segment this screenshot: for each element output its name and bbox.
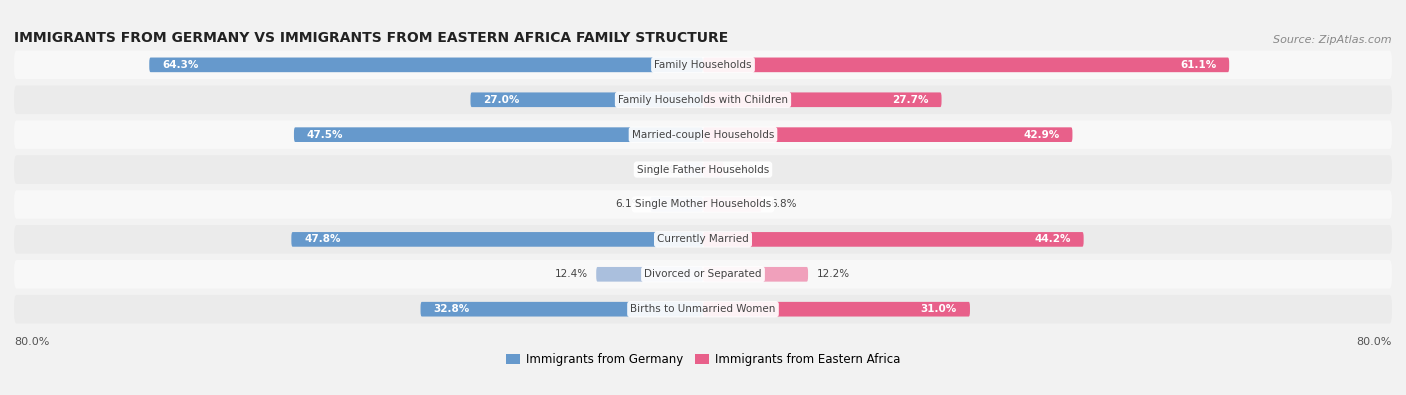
FancyBboxPatch shape [291, 232, 703, 247]
FancyBboxPatch shape [14, 85, 1392, 114]
Text: 44.2%: 44.2% [1035, 234, 1071, 245]
Text: 31.0%: 31.0% [921, 304, 957, 314]
FancyBboxPatch shape [294, 127, 703, 142]
Text: 80.0%: 80.0% [14, 337, 49, 347]
Text: 32.8%: 32.8% [433, 304, 470, 314]
FancyBboxPatch shape [703, 232, 1084, 247]
Text: 2.4%: 2.4% [733, 165, 759, 175]
Text: Married-couple Households: Married-couple Households [631, 130, 775, 140]
FancyBboxPatch shape [703, 58, 1229, 72]
Text: 27.7%: 27.7% [893, 95, 928, 105]
Text: 80.0%: 80.0% [1357, 337, 1392, 347]
FancyBboxPatch shape [703, 197, 762, 212]
Text: IMMIGRANTS FROM GERMANY VS IMMIGRANTS FROM EASTERN AFRICA FAMILY STRUCTURE: IMMIGRANTS FROM GERMANY VS IMMIGRANTS FR… [14, 30, 728, 45]
FancyBboxPatch shape [703, 92, 942, 107]
FancyBboxPatch shape [14, 120, 1392, 149]
FancyBboxPatch shape [703, 127, 1073, 142]
Text: Divorced or Separated: Divorced or Separated [644, 269, 762, 279]
FancyBboxPatch shape [149, 58, 703, 72]
FancyBboxPatch shape [420, 302, 703, 316]
Text: 64.3%: 64.3% [162, 60, 198, 70]
FancyBboxPatch shape [14, 155, 1392, 184]
Text: 42.9%: 42.9% [1024, 130, 1060, 140]
FancyBboxPatch shape [683, 162, 703, 177]
Text: 6.8%: 6.8% [770, 199, 797, 209]
FancyBboxPatch shape [14, 225, 1392, 254]
Text: 2.3%: 2.3% [648, 165, 675, 175]
Text: 27.0%: 27.0% [484, 95, 520, 105]
FancyBboxPatch shape [14, 51, 1392, 79]
FancyBboxPatch shape [14, 295, 1392, 324]
Text: 61.1%: 61.1% [1180, 60, 1216, 70]
FancyBboxPatch shape [471, 92, 703, 107]
FancyBboxPatch shape [703, 162, 724, 177]
FancyBboxPatch shape [703, 267, 808, 282]
Text: 6.1%: 6.1% [616, 199, 643, 209]
Text: 12.2%: 12.2% [817, 269, 849, 279]
FancyBboxPatch shape [596, 267, 703, 282]
Text: Births to Unmarried Women: Births to Unmarried Women [630, 304, 776, 314]
Text: 47.8%: 47.8% [304, 234, 340, 245]
Legend: Immigrants from Germany, Immigrants from Eastern Africa: Immigrants from Germany, Immigrants from… [506, 353, 900, 366]
Text: Family Households: Family Households [654, 60, 752, 70]
FancyBboxPatch shape [14, 190, 1392, 219]
FancyBboxPatch shape [14, 260, 1392, 289]
Text: Currently Married: Currently Married [657, 234, 749, 245]
Text: Source: ZipAtlas.com: Source: ZipAtlas.com [1274, 35, 1392, 45]
FancyBboxPatch shape [651, 197, 703, 212]
Text: Single Mother Households: Single Mother Households [636, 199, 770, 209]
FancyBboxPatch shape [703, 302, 970, 316]
Text: 47.5%: 47.5% [307, 130, 343, 140]
Text: Family Households with Children: Family Households with Children [619, 95, 787, 105]
Text: 12.4%: 12.4% [554, 269, 588, 279]
Text: Single Father Households: Single Father Households [637, 165, 769, 175]
